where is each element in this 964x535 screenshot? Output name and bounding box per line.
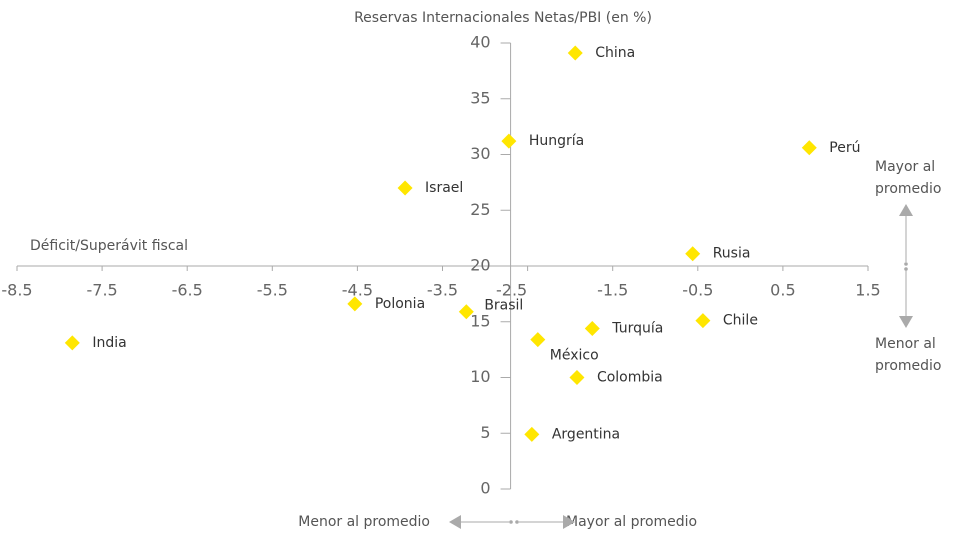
point-label: Turquía (611, 320, 663, 336)
point-label: Chile (723, 313, 758, 329)
annotation: Mayor al (875, 159, 935, 175)
y-axis-title: Reservas Internacionales Netas/PBI (en %… (354, 10, 652, 26)
y-tick-label: 30 (470, 144, 490, 163)
annotation: promedio (875, 181, 942, 197)
point (64, 335, 80, 351)
x-tick-label: -6.5 (172, 281, 203, 300)
y-tick-label: 40 (470, 33, 490, 52)
point (530, 332, 546, 348)
x-tick-label: 1.5 (855, 281, 880, 300)
point (501, 133, 517, 149)
point-label: México (550, 348, 599, 364)
annotation: Mayor al promedio (566, 514, 697, 530)
y-tick-label: 10 (470, 367, 490, 386)
point (567, 45, 583, 61)
x-tick-label: -4.5 (342, 281, 373, 300)
y-tick-label: 5 (480, 423, 490, 442)
point (347, 296, 363, 312)
point-label: Polonia (375, 296, 425, 312)
point (801, 140, 817, 156)
y-tick-label: 15 (470, 311, 490, 330)
point-label: Rusia (713, 246, 751, 262)
annotation: Menor al promedio (298, 514, 430, 530)
point-label: Argentina (552, 426, 620, 442)
point (695, 313, 711, 329)
point-label: China (595, 45, 635, 61)
x-tick-label: 0.5 (770, 281, 795, 300)
x-tick-label: -5.5 (257, 281, 288, 300)
arrows (449, 204, 913, 529)
point (458, 304, 474, 320)
x-tick-label: -3.5 (427, 281, 458, 300)
annotation: promedio (875, 358, 942, 374)
y-tick-label: 20 (470, 256, 490, 275)
x-axis-title: Déficit/Superávit fiscal (30, 238, 188, 254)
point-label: Colombia (597, 370, 663, 386)
x-tick-label: -0.5 (682, 281, 713, 300)
point (685, 246, 701, 262)
x-tick-label: -2.5 (496, 281, 527, 300)
x-tick-label: -8.5 (1, 281, 32, 300)
x-tick-label: -7.5 (86, 281, 117, 300)
x-tick-label: -1.5 (597, 281, 628, 300)
point (524, 426, 540, 442)
point (569, 370, 585, 385)
point-label: Perú (829, 140, 860, 156)
point-label: Israel (425, 180, 463, 196)
point-label: Hungría (529, 133, 584, 149)
y-tick-label: 35 (470, 88, 490, 107)
point (397, 180, 413, 196)
point-label: Brasil (484, 298, 523, 314)
point-label: India (92, 335, 126, 351)
annotation: Menor al (875, 336, 936, 352)
point (584, 320, 600, 336)
y-tick-label: 25 (470, 200, 490, 219)
y-tick-label: 0 (480, 479, 490, 498)
